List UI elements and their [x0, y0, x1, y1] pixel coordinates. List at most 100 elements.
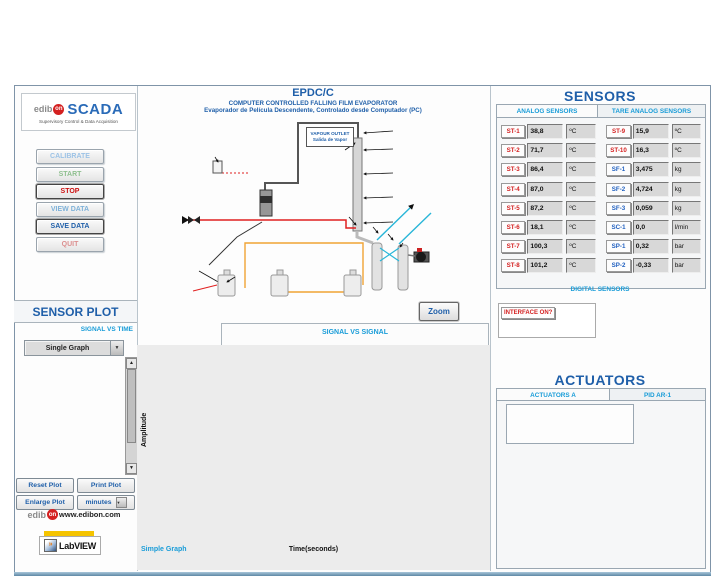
sensor-pointer-arrows	[214, 130, 404, 283]
sensor-unit-st-4: ºC	[566, 181, 596, 197]
sensor-unit-st-2: ºC	[566, 143, 596, 159]
sensor-value-st-9: 15,9	[632, 124, 669, 139]
control-button-group: CALIBRATE START STOP VIEW DATA SAVE DATA QUIT	[36, 149, 104, 252]
sensor-row: ST-7 100,3 ºC SP-1 0,32 bar	[501, 239, 701, 255]
sensor-value-st-8: 101,2	[527, 258, 564, 274]
logo-subtitle: Supervisory Control & Data Acquisition	[39, 118, 118, 124]
sensor-value-sc-1: 0,0	[632, 219, 669, 235]
sensor-row: ST-6 18,1 ºC SC-1 0,0 l/min	[501, 219, 701, 235]
water-cross-line	[379, 247, 400, 262]
sensor-tag-st-1: ST-1	[501, 125, 526, 138]
chart-ylabel: Amplitude	[141, 412, 148, 447]
plot-button-group: Reset Plot Print Plot Enlarge Plot minut…	[16, 478, 137, 510]
pipe-vapour-gray	[264, 122, 359, 192]
actuators-tabbar: ACTUATORS A PID AR-1	[496, 388, 706, 401]
sensor-value-sf-1: 3,475	[632, 162, 669, 178]
sensor-row: ST-8 101,2 ºC SP-2 -0,33 bar	[501, 258, 701, 274]
channel-scrollbar[interactable]: ▲ ▼	[125, 357, 138, 475]
scroll-down-icon[interactable]: ▼	[126, 463, 137, 474]
scroll-up-icon[interactable]: ▲	[126, 358, 137, 369]
sensor-unit-st-3: ºC	[566, 162, 596, 178]
sensor-value-st-10: 16,3	[632, 143, 669, 159]
condenser-1	[371, 242, 383, 291]
sample-tank-3	[343, 269, 362, 297]
sensor-unit-sp-1: bar	[671, 239, 701, 255]
sensor-value-st-6: 18,1	[527, 219, 564, 235]
sample-tank-2	[270, 269, 289, 297]
sensor-plot-chart	[137, 345, 490, 570]
sensor-tag-st-6: ST-6	[501, 220, 526, 234]
quit-button[interactable]: QUIT	[36, 236, 104, 252]
sensor-unit-st-9: ºC	[671, 124, 701, 139]
logo-text-edi: edib	[27, 509, 47, 520]
sensors-content: ST-1 38,8 ºC ST-9 15,9 ºC ST-2 71,7 ºC ST-10 16,3 º…	[496, 117, 706, 289]
stop-button[interactable]: STOP	[36, 184, 104, 199]
sensor-tag-sp-1: SP-1	[606, 240, 631, 254]
time-units-dropdown[interactable]: minutes ▼	[77, 495, 135, 510]
sensor-value-sp-2: -0,33	[632, 258, 669, 274]
sensor-tag-st-2: ST-2	[501, 144, 526, 158]
actuator-switch-group	[506, 404, 634, 444]
window-bottom-edge	[14, 572, 711, 576]
sensor-unit-st-10: ºC	[671, 143, 701, 159]
labview-logo: » LabVIEW	[39, 536, 101, 555]
tab-pid-ar1[interactable]: PID AR-1	[643, 391, 672, 399]
graph-mode-dropdown[interactable]: Single Graph ▼	[24, 340, 124, 356]
sensor-tag-st-9: ST-9	[606, 125, 631, 138]
sensor-tag-st-4: ST-4	[501, 182, 526, 196]
tab-analog-sensors[interactable]: ANALOG SENSORS	[497, 105, 598, 118]
sensor-row: ST-5 87,2 ºC SF-3 0,059 kg	[501, 200, 701, 216]
website-url: www.edibon.com	[59, 510, 121, 519]
vacuum-pump-ab2-cap	[417, 248, 422, 252]
sensor-tag-sf-3: SF-3	[606, 201, 631, 215]
sensor-value-st-1: 38,8	[527, 124, 564, 139]
chevron-down-icon[interactable]: ▼	[110, 341, 123, 355]
valve-avs1	[188, 216, 194, 224]
sensor-value-sp-1: 0,32	[632, 239, 669, 255]
start-button[interactable]: START	[36, 166, 104, 182]
sensor-unit-sc-1: l/min	[671, 219, 701, 235]
calibrate-button[interactable]: CALIBRATE	[36, 149, 104, 164]
column-to-condenser-pipe	[355, 231, 374, 245]
pipe-concentrate-orange	[244, 242, 364, 288]
logo-text-scada: SCADA	[67, 100, 124, 118]
sensors-panel-title: SENSORS	[564, 88, 636, 104]
print-plot-button[interactable]: Print Plot	[77, 478, 135, 493]
edibon-scada-logo: edib on SCADA Supervisory Control & Data…	[21, 93, 136, 131]
sensor-unit-st-8: ºC	[566, 258, 596, 274]
digital-sensors-title: DIGITAL SENSORS	[570, 286, 630, 293]
sensor-tag-sc-1: SC-1	[606, 220, 631, 234]
stcon-line	[192, 284, 218, 292]
tab-actuators-a[interactable]: ACTUATORS A	[497, 389, 610, 401]
save-data-button[interactable]: SAVE DATA	[36, 219, 104, 234]
component-ap1	[212, 160, 223, 174]
enlarge-plot-button[interactable]: Enlarge Plot	[16, 495, 74, 510]
labview-text: LabVIEW	[59, 540, 96, 551]
condenser-2	[397, 244, 409, 291]
title-en: COMPUTER CONTROLLED FALLING FILM EVAPORA…	[228, 100, 398, 107]
sensor-row: ST-1 38,8 ºC ST-9 15,9 ºC	[501, 124, 701, 139]
tab-signal-vs-signal[interactable]: SIGNAL VS SIGNAL	[221, 323, 489, 349]
sensor-readouts: ST-1 38,8 ºC ST-9 15,9 ºC ST-2 71,7 ºC ST-10 16,3 º…	[501, 124, 701, 274]
vapour-outlet-es: Salida de Vapor	[312, 137, 348, 142]
tab-signal-vs-time[interactable]: SIGNAL VS TIME	[80, 326, 133, 333]
sensor-tag-st-3: ST-3	[501, 163, 526, 177]
diagram-title: EPDC/C COMPUTER CONTROLLED FALLING FILM …	[140, 87, 486, 114]
sensor-value-sf-3: 0,059	[632, 200, 669, 216]
vapour-outlet-en: VAPOUR OUTLET	[310, 131, 350, 136]
water-outlet-line	[376, 204, 415, 241]
reset-plot-button[interactable]: Reset Plot	[16, 478, 74, 493]
zoom-button[interactable]: Zoom	[419, 302, 459, 321]
sensor-value-st-7: 100,3	[527, 239, 564, 255]
scrollbar-thumb[interactable]	[127, 369, 136, 443]
graph-mode-value: Single Graph	[45, 344, 90, 352]
sensor-value-st-2: 71,7	[527, 143, 564, 159]
sensor-row: ST-4 87,0 ºC SF-2 4,724 kg	[501, 181, 701, 197]
sensor-unit-sf-1: kg	[671, 162, 701, 178]
chevron-down-icon[interactable]: ▼	[115, 497, 127, 508]
edibon-dot-icon: on	[53, 103, 65, 115]
view-data-button[interactable]: VIEW DATA	[36, 201, 104, 217]
tab-tare-analog-sensors[interactable]: TARE ANALOG SENSORS	[611, 108, 692, 115]
sensor-row: ST-3 86,4 ºC SF-1 3,475 kg	[501, 162, 701, 178]
